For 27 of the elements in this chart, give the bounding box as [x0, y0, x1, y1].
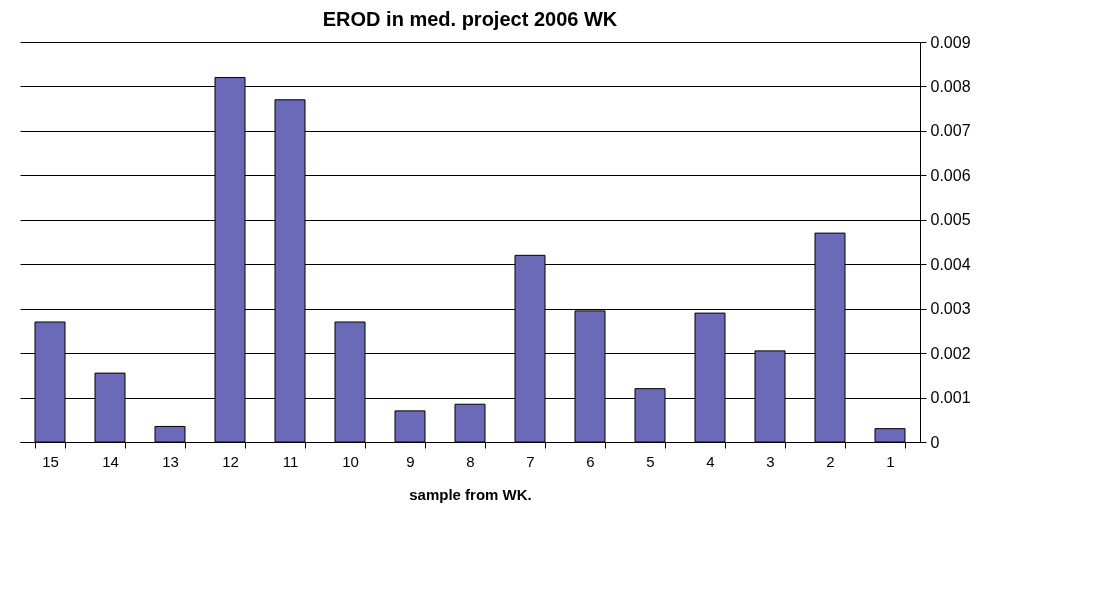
- x-tick-label: 9: [406, 452, 415, 470]
- x-tick-label: 2: [826, 452, 835, 470]
- y-tick-label: 0.006: [930, 166, 971, 184]
- x-tick-label: 3: [766, 452, 775, 470]
- x-tick-label: 11: [282, 452, 299, 470]
- y-tick-label: 0.008: [930, 77, 971, 95]
- x-tick-label: 10: [342, 452, 359, 470]
- x-tick-label: 13: [162, 452, 179, 470]
- y-tick-label: 0.004: [930, 255, 971, 273]
- y-tick-label: 0: [930, 433, 940, 451]
- x-tick-label: 14: [102, 452, 119, 470]
- chart-title: EROD in med. project 2006 WK: [322, 8, 618, 30]
- x-axis-title: sample from WK.: [409, 485, 532, 503]
- x-tick-label: 1: [886, 452, 895, 470]
- y-tick-label: 0.009: [930, 33, 971, 51]
- x-tick-label: 6: [586, 452, 595, 470]
- x-tick-label: 5: [646, 452, 655, 470]
- y-tick-label: 0.002: [930, 344, 971, 362]
- y-tick-label: 0.003: [930, 300, 971, 318]
- y-tick-label: 0.005: [930, 211, 971, 229]
- y-tick-label: 0.001: [930, 389, 971, 407]
- x-tick-label: 4: [706, 452, 715, 470]
- x-tick-label: 15: [42, 452, 59, 470]
- y-tick-label: 0.007: [930, 122, 971, 140]
- x-tick-label: 7: [526, 452, 535, 470]
- x-tick-label: 12: [222, 452, 239, 470]
- x-tick-label: 8: [466, 452, 475, 470]
